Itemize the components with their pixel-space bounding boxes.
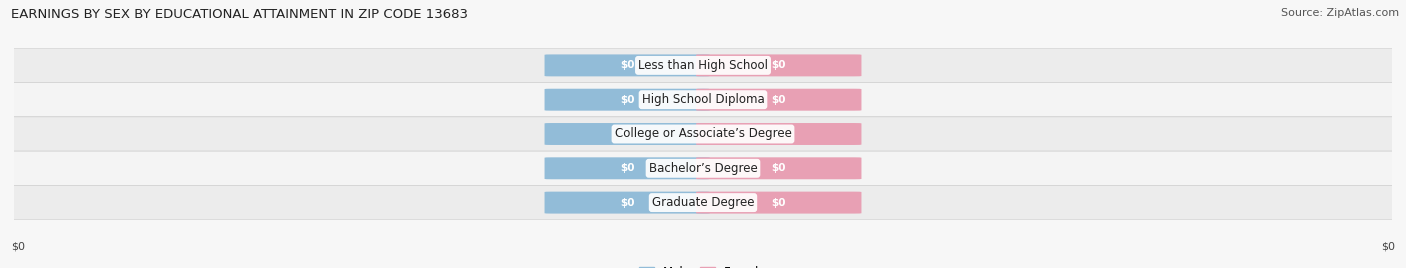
Text: EARNINGS BY SEX BY EDUCATIONAL ATTAINMENT IN ZIP CODE 13683: EARNINGS BY SEX BY EDUCATIONAL ATTAINMEN… [11,8,468,21]
FancyBboxPatch shape [544,157,710,179]
Text: High School Diploma: High School Diploma [641,93,765,106]
Text: Bachelor’s Degree: Bachelor’s Degree [648,162,758,175]
Text: $0: $0 [1381,241,1395,252]
Text: Source: ZipAtlas.com: Source: ZipAtlas.com [1281,8,1399,18]
Text: $0: $0 [772,60,786,70]
Text: College or Associate’s Degree: College or Associate’s Degree [614,128,792,140]
Text: Less than High School: Less than High School [638,59,768,72]
Text: $0: $0 [620,129,634,139]
FancyBboxPatch shape [544,123,710,145]
FancyBboxPatch shape [696,123,862,145]
Text: $0: $0 [772,198,786,208]
Text: $0: $0 [620,95,634,105]
FancyBboxPatch shape [0,48,1406,83]
Text: Graduate Degree: Graduate Degree [652,196,754,209]
Text: $0: $0 [772,163,786,173]
Legend: Male, Female: Male, Female [640,266,766,268]
FancyBboxPatch shape [0,83,1406,117]
Text: $0: $0 [620,198,634,208]
Text: $0: $0 [11,241,25,252]
FancyBboxPatch shape [696,89,862,111]
FancyBboxPatch shape [544,192,710,214]
FancyBboxPatch shape [696,192,862,214]
FancyBboxPatch shape [696,157,862,179]
Text: $0: $0 [772,129,786,139]
FancyBboxPatch shape [0,185,1406,220]
Text: $0: $0 [620,60,634,70]
FancyBboxPatch shape [544,89,710,111]
FancyBboxPatch shape [0,151,1406,185]
FancyBboxPatch shape [696,54,862,76]
Text: $0: $0 [772,95,786,105]
Text: $0: $0 [620,163,634,173]
FancyBboxPatch shape [544,54,710,76]
FancyBboxPatch shape [0,117,1406,151]
